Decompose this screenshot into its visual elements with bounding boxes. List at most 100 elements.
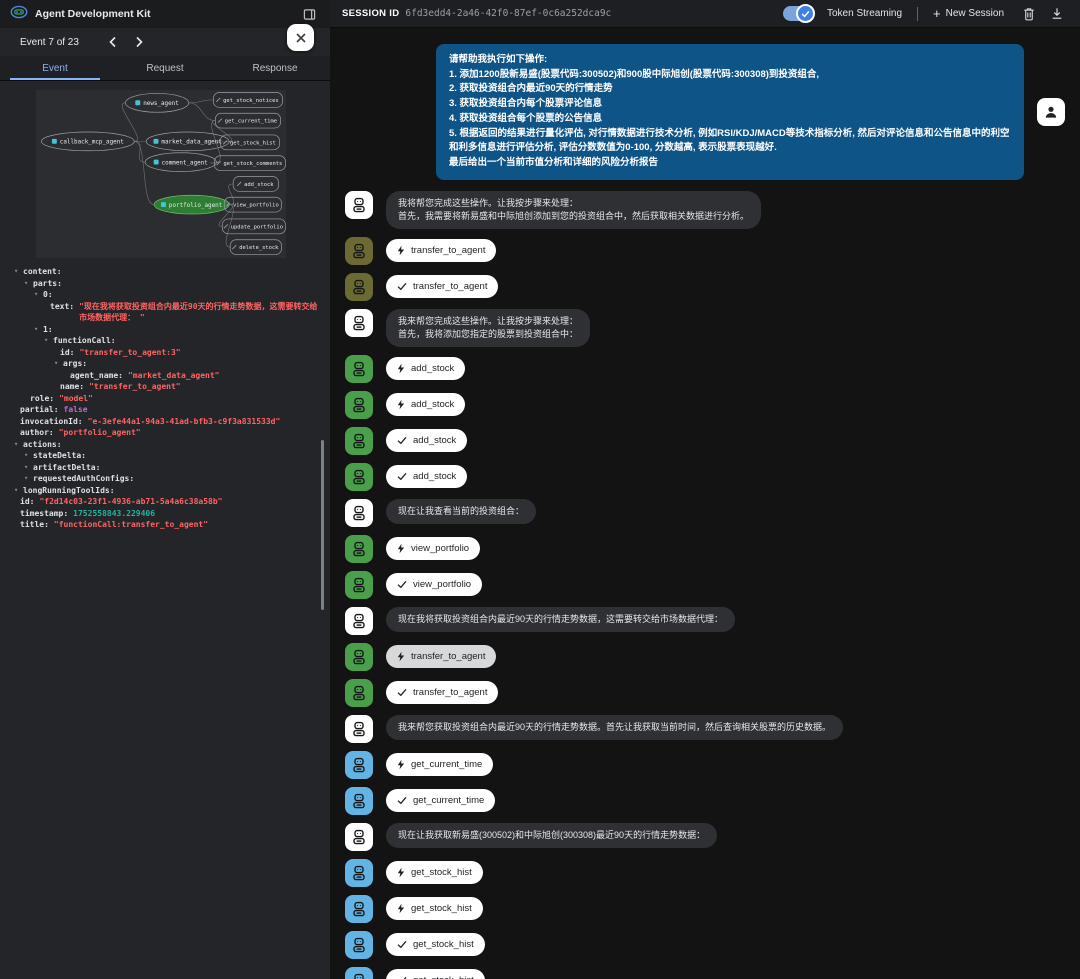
tool-call-label: add_stock bbox=[413, 435, 457, 447]
tool-call-row: add_stock bbox=[330, 462, 1080, 491]
graph-agent-node-comment_agent[interactable]: comment_agent bbox=[144, 152, 217, 172]
tool-call-chip-transfer_to_agent[interactable]: transfer_to_agent bbox=[386, 239, 497, 263]
chevron-left-icon[interactable] bbox=[103, 32, 123, 52]
tool-call-chip-get_stock_hist[interactable]: get_stock_hist bbox=[386, 969, 485, 979]
tool-call-chip-get_stock_hist[interactable]: get_stock_hist bbox=[386, 933, 485, 957]
graph-agent-node-portfolio_agent[interactable]: portfolio_agent bbox=[153, 194, 230, 215]
tool-call-label: transfer_to_agent bbox=[413, 687, 488, 699]
svg-text:add_stock: add_stock bbox=[244, 182, 274, 188]
graph-tool-node-get_stock_notices[interactable]: get_stock_notices bbox=[213, 92, 283, 108]
json-tree-line: role: "model" bbox=[30, 393, 93, 403]
agent-avatar-white bbox=[345, 190, 373, 219]
sidebar-scrollbar[interactable] bbox=[321, 440, 324, 610]
check-icon bbox=[397, 283, 407, 291]
graph-agent-node-news_agent[interactable]: news_agent bbox=[125, 93, 190, 113]
agent-message-bubble: 我来帮您完成这些操作。让我按步骤来处理： 首先，我将添加您指定的股票到投资组合中… bbox=[386, 308, 591, 347]
plus-icon: + bbox=[933, 5, 941, 21]
tool-call-label: add_stock bbox=[413, 471, 457, 483]
new-session-button[interactable]: + New Session bbox=[933, 5, 1004, 21]
json-tree-line[interactable]: ▾ 0: bbox=[34, 290, 53, 299]
json-tree-line[interactable]: ▾ requestedAuthConfigs: bbox=[24, 474, 135, 483]
tool-call-label: view_portfolio bbox=[413, 579, 472, 591]
agent-avatar-white bbox=[345, 822, 373, 851]
json-tree-line[interactable]: ▾ content: bbox=[14, 267, 62, 276]
graph-agent-node-callback_mcp_agent[interactable]: callback_mcp_agent bbox=[41, 131, 135, 152]
svg-text:news_agent: news_agent bbox=[143, 101, 179, 107]
agent-message-bubble: 我将帮您完成这些操作。让我按步骤来处理： 首先，我需要将新易盛和中际旭创添加到您… bbox=[386, 190, 762, 229]
tool-call-row: get_stock_hist bbox=[330, 858, 1080, 887]
tool-call-chip-transfer_to_agent[interactable]: transfer_to_agent bbox=[386, 681, 499, 705]
dock-panel-icon[interactable] bbox=[298, 3, 320, 25]
json-tree-line[interactable]: ▾ parts: bbox=[24, 278, 62, 288]
tab-request[interactable]: Request bbox=[146, 62, 184, 74]
tool-call-chip-view_portfolio[interactable]: view_portfolio bbox=[386, 573, 483, 597]
tool-call-chip-get_current_time[interactable]: get_current_time bbox=[386, 789, 496, 813]
json-tree-line[interactable]: ▾ functionCall: bbox=[44, 336, 116, 345]
graph-tool-node-delete_stock[interactable]: delete_stock bbox=[229, 239, 282, 255]
bolt-icon bbox=[397, 543, 405, 554]
chevron-right-icon[interactable] bbox=[129, 32, 149, 52]
agent-avatar-green bbox=[345, 426, 373, 455]
json-tree-line[interactable]: ▾ actions: bbox=[14, 439, 62, 449]
tool-call-chip-add_stock[interactable]: add_stock bbox=[386, 393, 466, 417]
tool-call-chip-get_stock_hist[interactable]: get_stock_hist bbox=[386, 897, 483, 921]
agent-message-bubble: 我来帮您获取投资组合内最近90天的行情走势数据。首先让我获取当前时间，然后查询相… bbox=[386, 714, 844, 740]
json-tree-line[interactable]: ▾ artifactDelta: bbox=[24, 462, 101, 472]
graph-tool-node-get_current_time[interactable]: get_current_time bbox=[215, 112, 281, 129]
graph-tool-node-get_stock_comments[interactable]: get_stock_comments bbox=[214, 155, 286, 171]
graph-agent-node-market_data_agent[interactable]: market_data_agent bbox=[145, 131, 230, 152]
json-tree-line[interactable]: ▾ longRunningToolIds: bbox=[14, 485, 115, 495]
agent-avatar-olive bbox=[345, 272, 373, 301]
tool-call-chip-view_portfolio[interactable]: view_portfolio bbox=[386, 537, 481, 561]
tool-call-chip-transfer_to_agent[interactable]: transfer_to_agent bbox=[386, 275, 499, 299]
graph-tool-node-update_portfolio[interactable]: update_portfolio bbox=[221, 218, 286, 235]
json-tree-line: timestamp: 1752558843.229406 bbox=[20, 508, 156, 518]
bolt-icon bbox=[397, 867, 405, 878]
graph-tool-node-add_stock[interactable]: add_stock bbox=[232, 176, 279, 192]
close-icon[interactable] bbox=[287, 24, 314, 51]
tab-event[interactable]: Event bbox=[0, 56, 110, 80]
agent-avatar-green bbox=[345, 462, 373, 491]
app-header: Agent Development Kit bbox=[0, 0, 330, 28]
tool-call-row: get_stock_hist bbox=[330, 966, 1080, 979]
svg-text:get_stock_notices: get_stock_notices bbox=[223, 98, 279, 104]
json-tree-line[interactable]: ▾ args: bbox=[54, 359, 88, 368]
json-tree-line: partial: false bbox=[20, 405, 88, 414]
token-streaming-toggle[interactable] bbox=[783, 4, 815, 23]
agent-avatar-white bbox=[345, 714, 373, 743]
tool-call-row: add_stock bbox=[330, 390, 1080, 419]
user-message-row: 请帮助我执行如下操作: 1. 添加1200股新易盛(股票代码:300502)和9… bbox=[330, 44, 1080, 180]
user-message: 请帮助我执行如下操作: 1. 添加1200股新易盛(股票代码:300502)和9… bbox=[436, 44, 1024, 180]
event-counter: Event 7 of 23 bbox=[20, 36, 79, 48]
agent-avatar-green bbox=[345, 570, 373, 599]
check-icon bbox=[397, 473, 407, 481]
tool-call-label: get_current_time bbox=[411, 759, 483, 771]
tool-call-chip-get_current_time[interactable]: get_current_time bbox=[386, 753, 494, 777]
delete-session-icon[interactable] bbox=[1018, 3, 1040, 25]
tool-call-label: transfer_to_agent bbox=[411, 651, 486, 663]
tab-response[interactable]: Response bbox=[252, 62, 298, 74]
json-tree-line: id: "transfer_to_agent:3" bbox=[60, 347, 181, 357]
graph-tool-node-get_stock_hist[interactable]: get_stock_hist bbox=[219, 134, 280, 151]
agent-message-bubble: 现在我将获取投资组合内最近90天的行情走势数据，这需要转交给市场数据代理： bbox=[386, 606, 736, 632]
json-tree-line: id: "f2d14c03-23f1-4936-ab71-5a4a6c38a58b… bbox=[20, 497, 223, 506]
chat-transcript[interactable]: 请帮助我执行如下操作: 1. 添加1200股新易盛(股票代码:300502)和9… bbox=[330, 28, 1080, 979]
agent-avatar-green bbox=[345, 534, 373, 563]
export-session-icon[interactable] bbox=[1046, 3, 1068, 25]
json-tree-line: agent_name: "market_data_agent" bbox=[70, 370, 220, 380]
json-tree-line[interactable]: ▾ 1: bbox=[34, 324, 53, 334]
tool-call-chip-transfer_to_agent[interactable]: transfer_to_agent bbox=[386, 645, 497, 669]
agent-graph[interactable]: callback_mcp_agent news_agent market_data_… bbox=[36, 90, 286, 258]
graph-tool-node-view_portfolio[interactable]: view_portfolio bbox=[223, 196, 282, 213]
agent-avatar-blue bbox=[345, 750, 373, 779]
agent-avatar-white bbox=[345, 606, 373, 635]
tool-call-chip-add_stock[interactable]: add_stock bbox=[386, 357, 466, 381]
agent-message-bubble: 现在让我查看当前的投资组合： bbox=[386, 498, 537, 524]
tool-call-chip-add_stock[interactable]: add_stock bbox=[386, 465, 468, 489]
tool-call-chip-add_stock[interactable]: add_stock bbox=[386, 429, 468, 453]
tool-call-row: transfer_to_agent bbox=[330, 678, 1080, 707]
json-tree-line[interactable]: ▾ stateDelta: bbox=[24, 451, 86, 460]
tool-call-label: transfer_to_agent bbox=[413, 281, 488, 293]
json-tree-line: author: "portfolio_agent" bbox=[20, 428, 141, 437]
tool-call-chip-get_stock_hist[interactable]: get_stock_hist bbox=[386, 861, 483, 885]
